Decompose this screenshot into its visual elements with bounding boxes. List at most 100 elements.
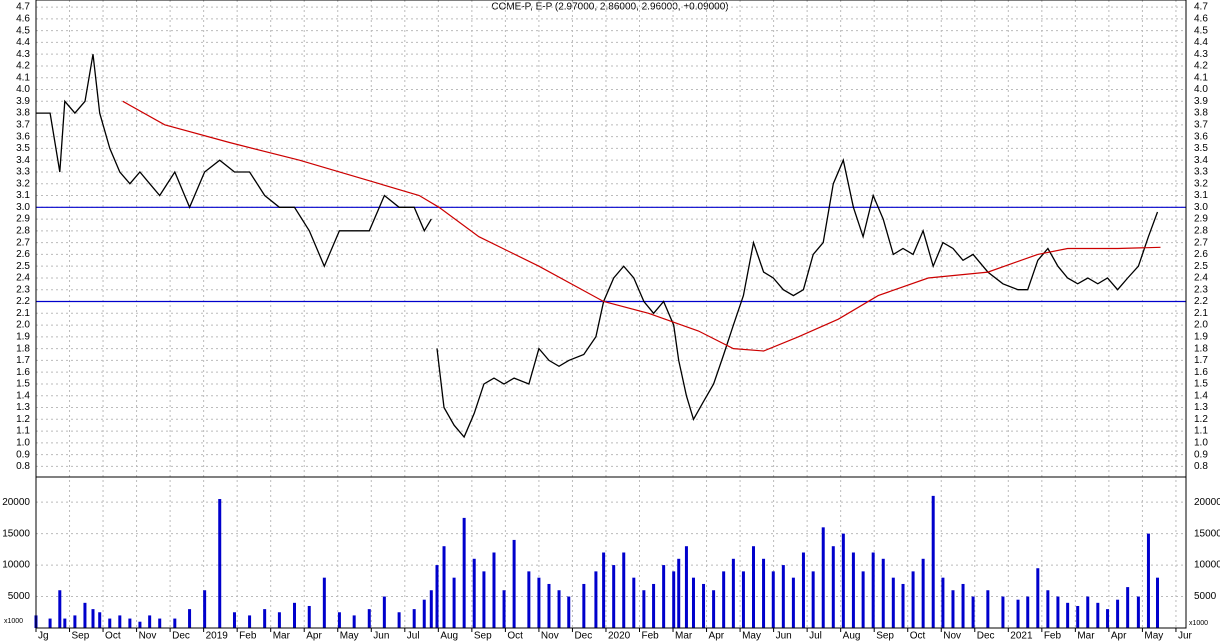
y-tick-label: 3.4 — [16, 155, 30, 166]
volume-bar — [482, 571, 486, 628]
x-tick-label: 2019 — [206, 631, 229, 642]
volume-bar — [642, 590, 646, 628]
volume-bar — [277, 612, 281, 628]
volume-bar — [1146, 533, 1150, 628]
y-tick-label-right: 3.7 — [1194, 119, 1208, 130]
volume-bar — [512, 539, 516, 628]
volume-bar — [801, 552, 805, 628]
volume-bar — [841, 533, 845, 628]
y-tick-label: 4.7 — [16, 2, 30, 13]
volume-bar — [48, 618, 52, 628]
volume-bar — [652, 583, 656, 628]
x-tick-label: Apr — [306, 631, 322, 642]
x-tick-label: Sep — [474, 631, 492, 642]
volume-bar — [108, 618, 112, 628]
y-tick-label: 3.8 — [16, 108, 30, 119]
volume-bar — [594, 571, 598, 628]
y-tick-label: 1.6 — [16, 367, 30, 378]
x-tick-label: Mar — [675, 631, 693, 642]
y-tick-label: 1.7 — [16, 355, 30, 366]
volume-bar — [158, 618, 162, 628]
x-tick-label: Jg — [38, 631, 49, 642]
y-tick-label-right: 3.5 — [1194, 143, 1208, 154]
y-tick-label-right: 2.8 — [1194, 225, 1208, 236]
volume-bar — [462, 517, 466, 628]
volume-bar — [537, 577, 541, 628]
x-tick-label: Jun — [373, 631, 389, 642]
price-line — [36, 54, 1159, 439]
volume-bar — [547, 583, 551, 628]
volume-bar — [677, 558, 681, 628]
volume-bar — [1056, 596, 1060, 628]
y-tick-label: 3.9 — [16, 96, 30, 107]
x-tick-label: Mar — [273, 631, 291, 642]
volume-tick-label: 15000 — [2, 528, 30, 539]
y-tick-label: 1.9 — [16, 331, 30, 342]
x-tick-label: Aug — [843, 631, 861, 642]
volume-bar — [557, 590, 561, 628]
volume-bar — [741, 571, 745, 628]
y-tick-label: 3.6 — [16, 131, 30, 142]
volume-tick-label: 10000 — [2, 560, 30, 571]
y-tick-label: 3.3 — [16, 167, 30, 178]
y-tick-label: 2.7 — [16, 237, 30, 248]
y-tick-label: 2.4 — [16, 273, 30, 284]
volume-bar — [612, 565, 616, 628]
volume-bar — [931, 495, 935, 628]
y-tick-label-right: 1.7 — [1194, 355, 1208, 366]
volume-bar — [941, 577, 945, 628]
volume-bar — [73, 615, 77, 628]
x-tick-label: Jun — [776, 631, 792, 642]
volume-bar — [831, 546, 835, 628]
y-tick-label-right: 1.8 — [1194, 343, 1208, 354]
y-tick-label: 0.8 — [16, 461, 30, 472]
y-tick-label: 2.3 — [16, 284, 30, 295]
y-tick-label-right: 4.3 — [1194, 49, 1208, 60]
x-tick-label: Apr — [1111, 631, 1127, 642]
volume-bar — [771, 571, 775, 628]
y-tick-label: 1.2 — [16, 414, 30, 425]
y-tick-label: 4.1 — [16, 72, 30, 83]
volume-bar — [352, 615, 356, 628]
x-tick-label: 2021 — [1010, 631, 1033, 642]
volume-bar — [712, 590, 716, 628]
x-tick-label: Oct — [507, 631, 523, 642]
volume-bar — [1076, 605, 1080, 628]
y-tick-label-right: 3.1 — [1194, 190, 1208, 201]
volume-bar — [1106, 609, 1110, 628]
y-tick-label: 1.1 — [16, 426, 30, 437]
y-tick-label-right: 4.2 — [1194, 61, 1208, 72]
x-tick-label: Feb — [239, 631, 257, 642]
y-tick-label-right: 4.5 — [1194, 25, 1208, 36]
y-tick-label-right: 2.5 — [1194, 261, 1208, 272]
price-panel-frame — [35, 0, 1187, 478]
y-tick-label-right: 4.7 — [1194, 2, 1208, 13]
volume-bar — [91, 609, 95, 628]
y-tick-label: 1.4 — [16, 390, 30, 401]
volume-tick-label: 5000 — [8, 591, 31, 602]
volume-bar — [971, 596, 975, 628]
y-tick-label-right: 1.1 — [1194, 426, 1208, 437]
x-tick-label: May — [340, 631, 359, 642]
y-tick-label-right: 2.6 — [1194, 249, 1208, 260]
volume-bar — [263, 609, 267, 628]
volume-bar — [382, 596, 386, 628]
x-tick-label: Jur — [1178, 631, 1193, 642]
y-tick-label-right: 3.3 — [1194, 167, 1208, 178]
volume-bar — [422, 599, 426, 628]
y-tick-label-right: 4.4 — [1194, 37, 1208, 48]
volume-tick-label-right: 20000 — [1194, 497, 1220, 508]
volume-bar — [791, 577, 795, 628]
x-tick-label: Dec — [977, 631, 995, 642]
volume-bar — [429, 590, 433, 628]
y-tick-label: 0.9 — [16, 449, 30, 460]
y-tick-label-right: 1.3 — [1194, 402, 1208, 413]
volume-bar — [1126, 587, 1130, 628]
x-tick-label: Sep — [72, 631, 90, 642]
volume-bar — [1026, 596, 1030, 628]
volume-bar — [232, 612, 236, 628]
x-tick-label: Oct — [105, 631, 121, 642]
volume-unit-label: x1000 — [4, 618, 23, 625]
volume-bar — [762, 558, 766, 628]
